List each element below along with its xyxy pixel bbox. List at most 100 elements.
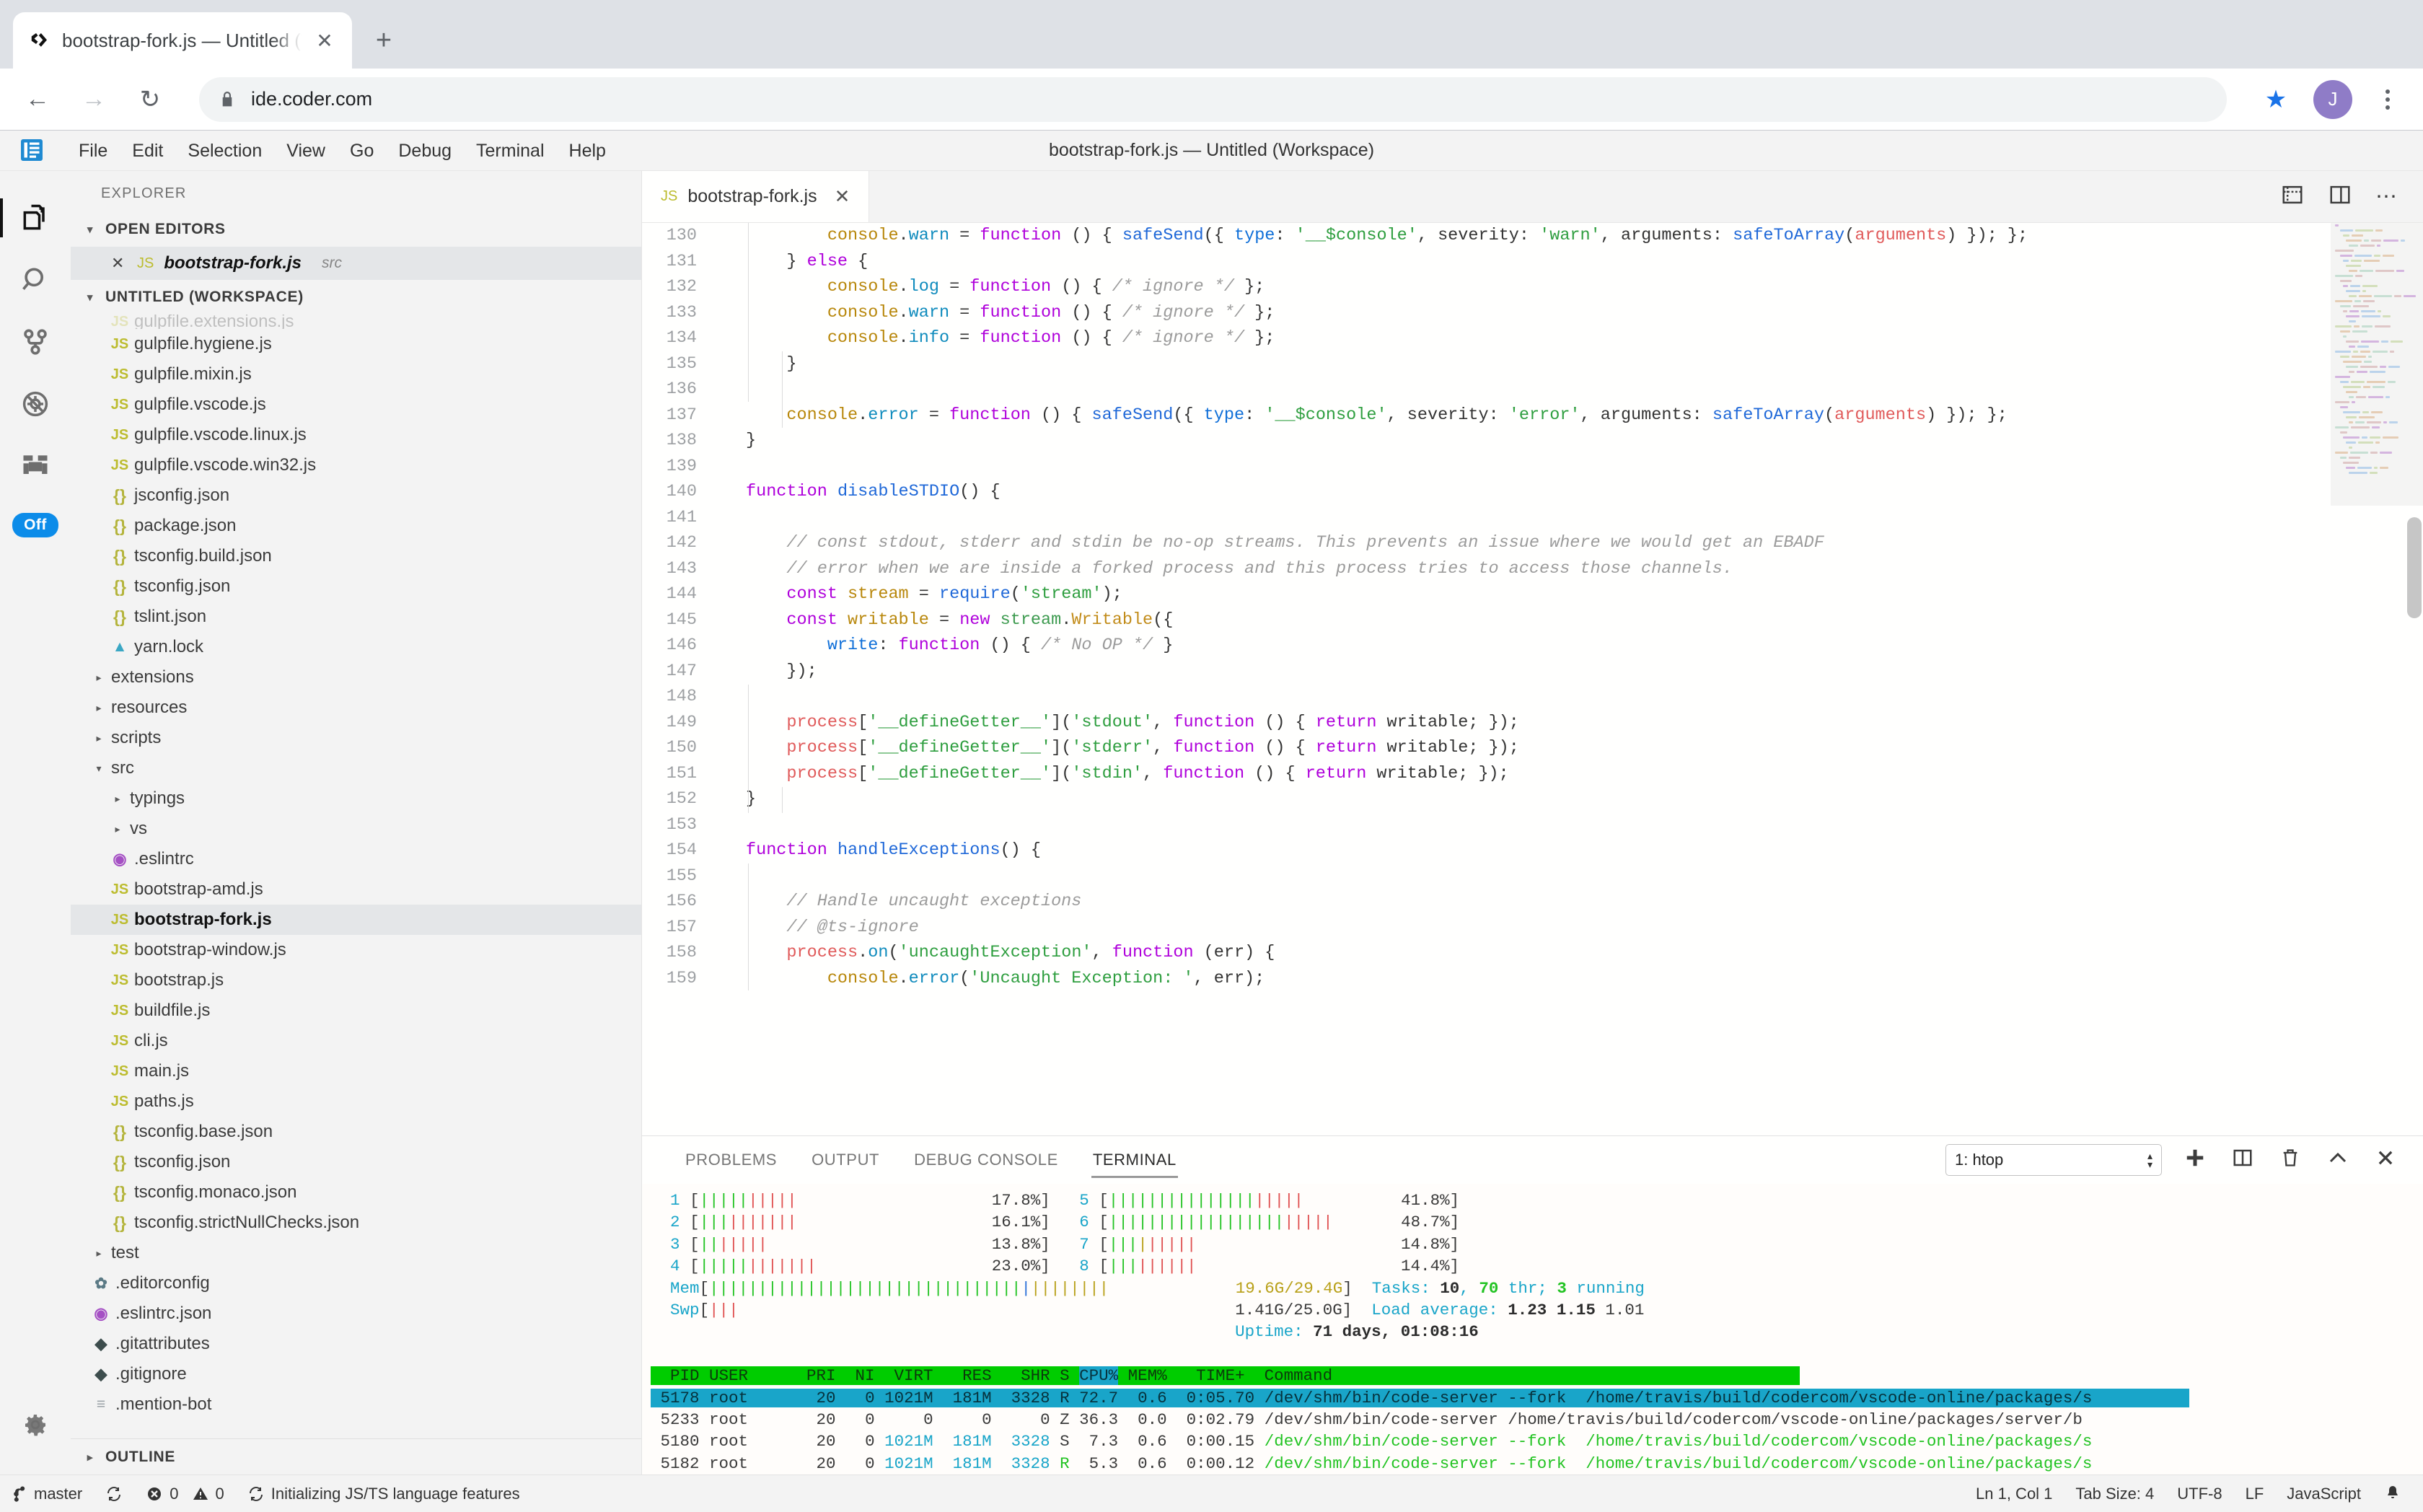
browser-tab[interactable]: bootstrap-fork.js — Untitled (W ✕ bbox=[13, 12, 352, 69]
htop-process-row[interactable]: 5180 root 20 0 1021M 181M 3328 S 7.3 0.6… bbox=[651, 1430, 2423, 1452]
open-editor-item[interactable]: ✕ JS bootstrap-fork.js src bbox=[71, 247, 641, 280]
file-item[interactable]: {} tsconfig.json bbox=[71, 571, 641, 602]
code-line[interactable]: 132 console.log = function () { /* ignor… bbox=[642, 274, 2331, 300]
close-icon[interactable]: ✕ bbox=[316, 29, 333, 52]
code-line[interactable]: 153 bbox=[642, 812, 2331, 838]
file-item[interactable]: JS bootstrap-window.js bbox=[71, 935, 641, 965]
code-line[interactable]: 140 function disableSTDIO() { bbox=[642, 479, 2331, 505]
extensions-icon[interactable] bbox=[0, 435, 71, 497]
file-item[interactable]: JS gulpfile.vscode.js bbox=[71, 390, 641, 420]
file-item[interactable]: {} tsconfig.strictNullChecks.json bbox=[71, 1208, 641, 1238]
code-line[interactable]: 137 console.error = function () { safeSe… bbox=[642, 403, 2331, 428]
file-item[interactable]: ◉ .eslintrc.json bbox=[71, 1298, 641, 1329]
code-editor[interactable]: 130 console.warn = function () { safeSen… bbox=[642, 223, 2423, 1135]
code-line[interactable]: 134 console.info = function () { /* igno… bbox=[642, 325, 2331, 351]
folder-item[interactable]: ▸ extensions bbox=[71, 662, 641, 693]
folder-item[interactable]: ▸ test bbox=[71, 1238, 641, 1268]
menu-terminal[interactable]: Terminal bbox=[476, 140, 545, 161]
file-item[interactable]: JS main.js bbox=[71, 1056, 641, 1086]
folder-item[interactable]: ▸ vs bbox=[71, 814, 641, 844]
file-item[interactable]: JS buildfile.js bbox=[71, 995, 641, 1026]
code-line[interactable]: 150 process['__defineGetter__']('stderr'… bbox=[642, 735, 2331, 761]
file-item[interactable]: JS bootstrap-fork.js bbox=[71, 905, 641, 935]
code-line[interactable]: 130 console.warn = function () { safeSen… bbox=[642, 223, 2331, 249]
status-task[interactable]: Initializing JS/TS language features bbox=[236, 1485, 532, 1503]
code-line[interactable]: 146 write: function () { /* No OP */ } bbox=[642, 633, 2331, 659]
panel-tab-problems[interactable]: PROBLEMS bbox=[685, 1151, 778, 1169]
panel-tab-terminal[interactable]: TERMINAL bbox=[1076, 1136, 1194, 1184]
address-bar[interactable]: ide.coder.com bbox=[199, 76, 2227, 122]
split-editor-icon[interactable] bbox=[2280, 184, 2305, 209]
status-language[interactable]: JavaScript bbox=[2287, 1484, 2361, 1503]
code-line[interactable]: 133 console.warn = function () { /* igno… bbox=[642, 300, 2331, 326]
folder-item[interactable]: ▾ src bbox=[71, 753, 641, 783]
code-line[interactable]: 151 process['__defineGetter__']('stdin',… bbox=[642, 761, 2331, 787]
reload-icon[interactable]: ↻ bbox=[139, 85, 161, 113]
code-line[interactable]: 147 }); bbox=[642, 659, 2331, 685]
file-item[interactable]: {} tsconfig.monaco.json bbox=[71, 1177, 641, 1208]
more-actions-icon[interactable]: ⋯ bbox=[2375, 185, 2398, 208]
bookmark-star-icon[interactable]: ★ bbox=[2264, 85, 2287, 113]
chrome-menu-icon[interactable] bbox=[2371, 83, 2404, 116]
close-icon[interactable]: ✕ bbox=[834, 185, 850, 207]
code-content[interactable]: 130 console.warn = function () { safeSen… bbox=[642, 223, 2331, 1135]
htop-process-row[interactable]: 5182 root 20 0 1021M 181M 3328 R 5.3 0.6… bbox=[651, 1453, 2423, 1474]
file-item[interactable]: {} tsconfig.base.json bbox=[71, 1117, 641, 1147]
file-item[interactable]: {} jsconfig.json bbox=[71, 480, 641, 511]
code-line[interactable]: 158 process.on('uncaughtException', func… bbox=[642, 940, 2331, 966]
close-icon[interactable]: ✕ bbox=[111, 254, 125, 272]
status-toggle-off[interactable]: Off bbox=[12, 513, 58, 537]
code-line[interactable]: 142 // const stdout, stderr and stdin be… bbox=[642, 530, 2331, 556]
file-tree[interactable]: JS gulpfile.extensions.js JS gulpfile.hygie… bbox=[71, 315, 641, 1438]
code-line[interactable]: 159 console.error('Uncaught Exception: '… bbox=[642, 966, 2331, 992]
code-line[interactable]: 155 bbox=[642, 863, 2331, 889]
status-eol[interactable]: LF bbox=[2245, 1484, 2264, 1503]
code-line[interactable]: 136 bbox=[642, 377, 2331, 403]
menu-help[interactable]: Help bbox=[568, 140, 606, 161]
split-terminal-icon[interactable] bbox=[2228, 1148, 2257, 1173]
file-item[interactable]: ◉ .eslintrc bbox=[71, 844, 641, 874]
file-item[interactable]: JS bootstrap.js bbox=[71, 965, 641, 995]
file-item[interactable]: ≡ .mention-bot bbox=[71, 1389, 641, 1420]
back-icon[interactable]: ← bbox=[25, 85, 50, 113]
file-item[interactable]: JS gulpfile.vscode.linux.js bbox=[71, 420, 641, 450]
folder-item[interactable]: ▸ resources bbox=[71, 693, 641, 723]
panel-tab-output[interactable]: OUTPUT bbox=[812, 1151, 880, 1169]
new-tab-button[interactable]: + bbox=[375, 25, 392, 56]
code-line[interactable]: 139 bbox=[642, 454, 2331, 480]
bell-icon[interactable] bbox=[2373, 1485, 2413, 1503]
minimap[interactable] bbox=[2331, 223, 2423, 1135]
folder-item[interactable]: ▸ typings bbox=[71, 783, 641, 814]
code-line[interactable]: 156 // Handle uncaught exceptions bbox=[642, 889, 2331, 915]
status-problems[interactable]: 0 0 bbox=[134, 1485, 236, 1503]
editor-scrollbar[interactable] bbox=[2407, 517, 2422, 618]
status-branch[interactable]: master bbox=[0, 1485, 94, 1503]
status-encoding[interactable]: UTF-8 bbox=[2177, 1484, 2222, 1503]
file-item[interactable]: JS cli.js bbox=[71, 1026, 641, 1056]
terminal-htop[interactable]: 1 [|||||||||| 17.8%] 5 [||||||||||||||||… bbox=[642, 1184, 2423, 1474]
explorer-icon[interactable] bbox=[0, 187, 71, 249]
htop-process-row[interactable]: 5233 root 20 0 0 0 0 Z 36.3 0.0 0:02.79 … bbox=[651, 1409, 2423, 1430]
kill-terminal-icon[interactable] bbox=[2276, 1147, 2305, 1174]
search-icon[interactable] bbox=[0, 249, 71, 311]
menu-debug[interactable]: Debug bbox=[398, 140, 452, 161]
file-item[interactable]: ◆ .gitattributes bbox=[71, 1329, 641, 1359]
source-control-icon[interactable] bbox=[0, 311, 71, 373]
file-item[interactable]: ▲ yarn.lock bbox=[71, 632, 641, 662]
maximize-panel-icon[interactable] bbox=[2323, 1148, 2352, 1172]
file-item[interactable]: JS paths.js bbox=[71, 1086, 641, 1117]
file-item[interactable]: JS bootstrap-amd.js bbox=[71, 874, 641, 905]
forward-icon[interactable]: → bbox=[82, 85, 106, 113]
menu-go[interactable]: Go bbox=[350, 140, 374, 161]
editor-tab-bootstrap-fork[interactable]: JS bootstrap-fork.js ✕ bbox=[642, 171, 870, 222]
code-line[interactable]: 145 const writable = new stream.Writable… bbox=[642, 607, 2331, 633]
add-terminal-icon[interactable] bbox=[2181, 1147, 2209, 1174]
status-cursor-position[interactable]: Ln 1, Col 1 bbox=[1976, 1484, 2053, 1503]
htop-process-row[interactable]: 5178 root 20 0 1021M 181M 3328 R 72.7 0.… bbox=[651, 1387, 2423, 1409]
file-item[interactable]: ✿ .editorconfig bbox=[71, 1268, 641, 1298]
file-item[interactable]: {} tslint.json bbox=[71, 602, 641, 632]
code-line[interactable]: 135 } bbox=[642, 351, 2331, 377]
code-line[interactable]: 148 bbox=[642, 684, 2331, 710]
panel-tab-debug-console[interactable]: DEBUG CONSOLE bbox=[914, 1151, 1058, 1169]
menu-selection[interactable]: Selection bbox=[188, 140, 263, 161]
